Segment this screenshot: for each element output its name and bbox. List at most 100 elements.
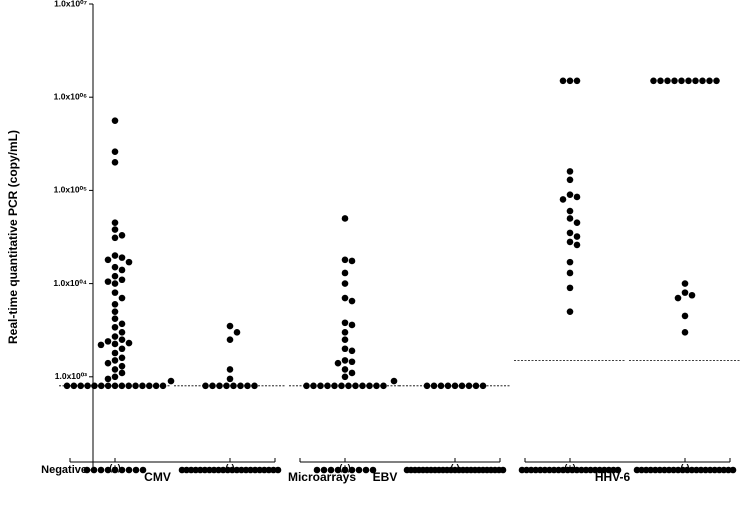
data-point xyxy=(693,466,700,474)
data-point xyxy=(642,466,650,474)
data-point xyxy=(111,333,119,340)
data-point xyxy=(111,340,119,348)
data-point xyxy=(118,254,126,261)
data-point xyxy=(187,466,195,474)
data-point xyxy=(118,354,126,362)
data-point xyxy=(341,319,349,327)
data-point xyxy=(118,329,126,336)
data-point xyxy=(437,382,445,390)
data-point xyxy=(317,382,324,390)
data-point xyxy=(546,466,553,474)
data-point xyxy=(605,466,613,474)
data-point xyxy=(111,148,119,156)
data-point xyxy=(209,382,216,390)
data-point xyxy=(91,382,98,390)
data-point xyxy=(600,466,608,474)
data-point xyxy=(573,219,581,227)
data-point xyxy=(341,345,349,353)
data-point xyxy=(559,196,567,203)
data-point xyxy=(568,466,576,474)
data-point xyxy=(111,349,119,357)
data-point xyxy=(152,382,160,390)
data-point xyxy=(555,466,562,474)
data-point xyxy=(238,466,245,474)
data-point xyxy=(178,466,186,474)
data-point xyxy=(111,272,119,280)
group-label: HHV-6 xyxy=(595,470,631,484)
data-point xyxy=(566,168,574,175)
data-point xyxy=(362,466,370,474)
data-point xyxy=(118,320,126,328)
data-point xyxy=(678,77,685,85)
data-point xyxy=(647,466,655,474)
data-point xyxy=(104,278,112,285)
data-point xyxy=(566,207,574,215)
data-point xyxy=(451,382,459,390)
data-point xyxy=(111,117,119,124)
data-point xyxy=(614,466,622,474)
data-point xyxy=(334,359,342,367)
data-point xyxy=(104,338,112,345)
data-point xyxy=(681,289,689,296)
data-point xyxy=(228,466,236,474)
data-point xyxy=(111,252,119,259)
data-point xyxy=(638,466,645,474)
data-point xyxy=(671,77,678,85)
data-point xyxy=(564,466,572,474)
data-point xyxy=(582,466,590,474)
data-point xyxy=(327,466,335,474)
data-point xyxy=(681,312,689,320)
data-point xyxy=(573,241,581,249)
data-point xyxy=(651,466,659,474)
data-point xyxy=(352,382,359,390)
data-point xyxy=(111,159,119,166)
data-point xyxy=(111,300,119,308)
data-point xyxy=(665,466,673,474)
category-label: (-) xyxy=(681,462,690,472)
data-point xyxy=(359,382,366,390)
data-point xyxy=(251,382,258,390)
data-point xyxy=(118,362,126,370)
y-axis-label: Real-time quantitative PCR (copy/mL) xyxy=(6,130,20,344)
data-point xyxy=(226,336,234,344)
data-point xyxy=(341,336,349,344)
data-point xyxy=(541,466,549,474)
data-point xyxy=(348,321,356,329)
data-point xyxy=(210,466,218,474)
data-point xyxy=(145,382,153,390)
data-point xyxy=(523,466,530,474)
data-point xyxy=(83,466,91,474)
data-point xyxy=(118,266,126,274)
data-point xyxy=(313,466,321,474)
data-point xyxy=(559,466,567,474)
data-point xyxy=(90,466,98,474)
data-point xyxy=(104,256,112,264)
data-point xyxy=(465,382,473,390)
data-point xyxy=(729,466,737,474)
y-tick-label: 1.0x10⁰⁶ xyxy=(54,91,87,101)
y-tick-label: Negative xyxy=(41,464,87,476)
data-point xyxy=(670,466,677,474)
data-point xyxy=(536,466,544,474)
data-point xyxy=(310,382,317,390)
category-label: (-) xyxy=(226,462,235,472)
data-point xyxy=(97,382,105,390)
data-point xyxy=(338,382,345,390)
data-point xyxy=(320,466,328,474)
data-point xyxy=(688,291,696,299)
data-point xyxy=(341,256,349,264)
data-point xyxy=(201,466,209,474)
data-point xyxy=(111,366,119,373)
data-point xyxy=(341,329,349,336)
data-point xyxy=(331,382,338,390)
data-point xyxy=(706,466,714,474)
data-point xyxy=(720,466,728,474)
data-point xyxy=(226,366,234,373)
data-point xyxy=(341,215,349,222)
data-point xyxy=(681,280,689,287)
data-point xyxy=(256,466,264,474)
data-point xyxy=(566,258,574,266)
data-point xyxy=(226,322,234,330)
data-point xyxy=(348,369,356,377)
data-point xyxy=(692,77,699,85)
